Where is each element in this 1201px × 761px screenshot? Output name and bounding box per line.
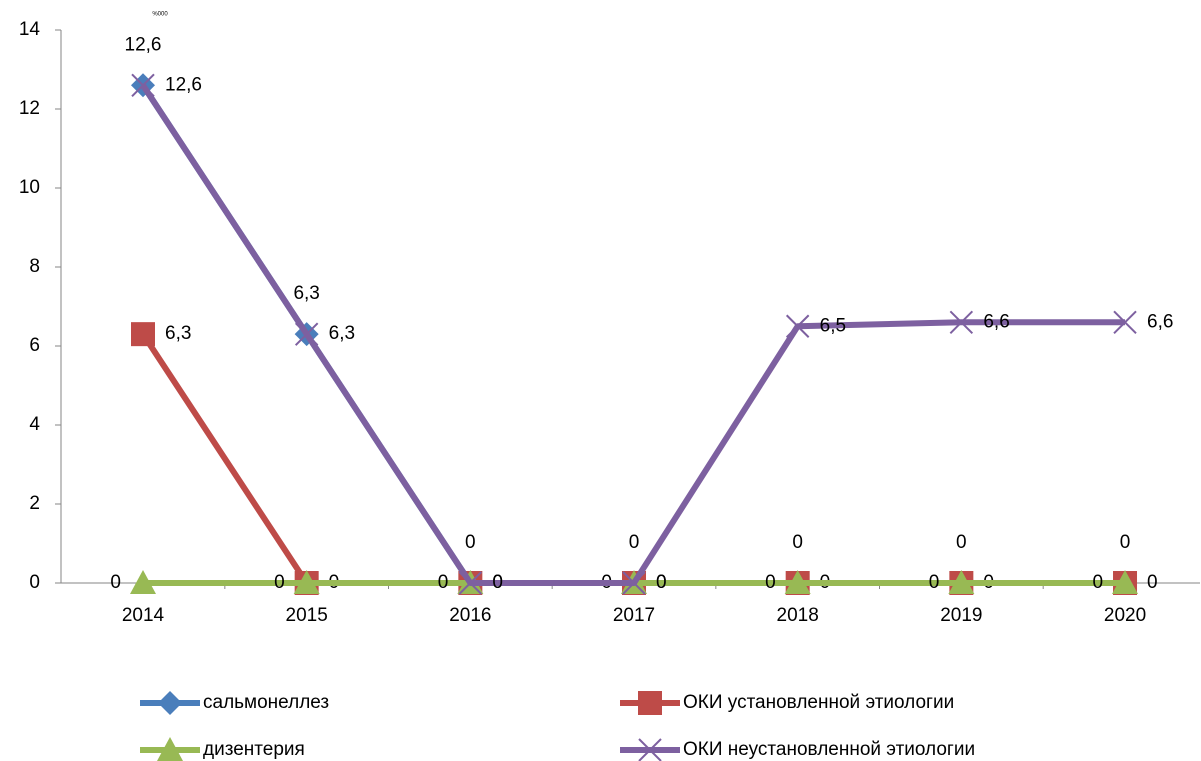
data-label: 6,5 [820, 315, 846, 336]
marker [130, 570, 156, 594]
y-tick-label: 2 [29, 493, 40, 514]
data-label: 6,3 [329, 323, 355, 344]
data-label: 6,3 [165, 323, 191, 344]
marker [131, 73, 155, 98]
marker [948, 570, 975, 594]
marker [294, 322, 319, 346]
y-tick-label: 14 [19, 19, 41, 40]
legend-item: ОКИ неустановленной этиологии [620, 738, 975, 761]
x-tick-label: 2014 [122, 605, 165, 626]
data-label: 0 [465, 532, 476, 553]
y-tick-label: 4 [29, 414, 40, 435]
x-tick-label: 2017 [613, 605, 655, 626]
legend-item: сальмонеллез [140, 691, 329, 715]
data-label: 0 [274, 572, 285, 593]
data-label: 0 [1147, 572, 1158, 593]
data-label: 0 [629, 532, 640, 553]
data-label: 12,6 [125, 34, 162, 55]
data-label: 6,6 [1147, 311, 1173, 332]
data-label: 0 [1120, 532, 1131, 553]
data-label: 6,3 [293, 283, 319, 304]
marker [1112, 570, 1139, 594]
data-label: 0 [929, 572, 940, 593]
data-label: 12,6 [165, 74, 202, 95]
x-tick-label: 2016 [449, 605, 491, 626]
series-line [140, 83, 1126, 586]
data-label: 0 [492, 572, 503, 593]
series-line [140, 83, 1126, 586]
marker [784, 570, 811, 594]
legend-label: дизентерия [203, 739, 305, 760]
legend-item: ОКИ установленной этиологии [620, 691, 954, 715]
data-label: 0 [1092, 572, 1103, 593]
marker [158, 691, 182, 715]
marker [949, 310, 974, 335]
legend-label: сальмонеллез [203, 692, 329, 713]
marker [1113, 310, 1137, 335]
data-label: 0 [792, 532, 803, 553]
marker [638, 738, 662, 761]
y-tick-label: 8 [29, 256, 40, 277]
y-tick-label: 12 [19, 98, 40, 119]
y-tick-label: 0 [29, 572, 40, 593]
x-tick-label: 2018 [777, 605, 819, 626]
data-label: 0 [956, 532, 967, 553]
data-label: 0 [765, 572, 776, 593]
x-tick-label: 2019 [940, 605, 982, 626]
marker [131, 322, 155, 347]
marker [293, 570, 320, 594]
marker [622, 571, 646, 595]
y-tick-label: 6 [29, 335, 40, 356]
data-label: 0 [438, 572, 449, 593]
legend-label: ОКИ неустановленной этиологии [683, 739, 975, 760]
y-tick-label: 10 [19, 177, 40, 198]
marker [157, 737, 183, 761]
x-tick-label: 2020 [1104, 605, 1146, 626]
legend-label: ОКИ установленной этиологии [683, 692, 954, 713]
data-label: 0 [110, 572, 121, 593]
data-label: 0 [656, 572, 667, 593]
data-label: 6,6 [983, 311, 1009, 332]
marker [638, 691, 662, 715]
marker [458, 571, 483, 595]
y-axis-unit: %000 [152, 12, 168, 18]
legend-item: дизентерия [140, 737, 305, 761]
x-tick-label: 2015 [286, 605, 328, 626]
marker [785, 314, 810, 338]
